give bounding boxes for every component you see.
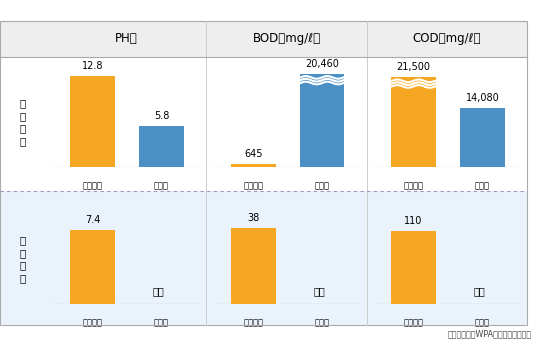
Text: BOD（mg/ℓ）: BOD（mg/ℓ）: [252, 32, 321, 46]
Bar: [300, 74, 345, 167]
Text: COD（mg/ℓ）: COD（mg/ℓ）: [413, 32, 481, 46]
Text: 湿し水: 湿し水: [314, 318, 329, 327]
Bar: [460, 108, 505, 167]
Text: ゼロ: ゼロ: [313, 286, 325, 296]
Text: 湿し水: 湿し水: [475, 318, 490, 327]
Text: 現像廃液: 現像廃液: [403, 181, 423, 190]
Bar: [391, 78, 436, 167]
Text: 湿し水: 湿し水: [154, 181, 169, 190]
Text: 7.4: 7.4: [85, 215, 100, 225]
Text: 38: 38: [247, 213, 259, 223]
Text: 湿し水: 湿し水: [154, 318, 169, 327]
Text: 5.8: 5.8: [154, 111, 169, 121]
Text: 現像廃液: 現像廃液: [83, 181, 103, 190]
Text: 110: 110: [404, 216, 423, 226]
Text: 14,080: 14,080: [465, 94, 499, 103]
Text: 現像廃液: 現像廃液: [243, 181, 263, 190]
Text: 現像廃液: 現像廃液: [83, 318, 103, 327]
Text: 東レ株式会社WPA紹介資料より抜粋: 東レ株式会社WPA紹介資料より抜粋: [448, 329, 532, 338]
Bar: [391, 231, 436, 304]
Text: 12.8: 12.8: [82, 61, 104, 71]
Bar: [70, 75, 115, 167]
Bar: [231, 228, 275, 304]
Text: 湿し水: 湿し水: [475, 181, 490, 190]
Text: 645: 645: [244, 149, 262, 159]
Bar: [231, 164, 275, 167]
Text: ゼロ: ゼロ: [474, 286, 485, 296]
Text: ゼロ: ゼロ: [153, 286, 165, 296]
Text: 21,500: 21,500: [396, 63, 430, 72]
Text: 水
な
し
版: 水 な し 版: [19, 236, 26, 283]
Text: 湿し水: 湿し水: [314, 181, 329, 190]
Bar: [70, 230, 115, 304]
Bar: [139, 126, 184, 167]
Text: 20,460: 20,460: [305, 59, 339, 69]
Text: 水
あ
り
版: 水 あ り 版: [19, 99, 26, 146]
Text: PH値: PH値: [114, 32, 138, 46]
Text: 現像廃液: 現像廃液: [403, 318, 423, 327]
Text: 現像廃液: 現像廃液: [243, 318, 263, 327]
